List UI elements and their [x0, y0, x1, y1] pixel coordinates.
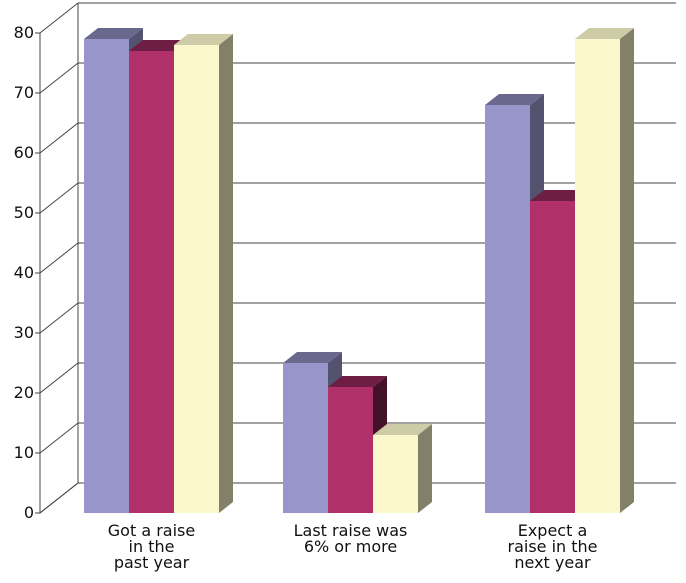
bars-layer: [84, 28, 634, 513]
x-tick-label-line: raise in the: [507, 537, 597, 556]
gridline-diagonal: [39, 302, 79, 334]
y-tick-label: 30: [14, 323, 34, 342]
x-tick-label: Expect a raise in the next year: [507, 521, 597, 572]
bar-top-0-1: [129, 40, 188, 51]
gridline-diagonal: [39, 422, 79, 454]
x-tick-label-line: 6% or more: [304, 537, 397, 556]
x-tick-label-line: Got a raise: [108, 521, 195, 540]
x-tick-label-line: Expect a: [518, 521, 588, 540]
y-tick-label: 80: [14, 23, 34, 42]
bar-side-2-2: [620, 28, 634, 513]
bar-side-1-2: [418, 424, 432, 513]
bar-2-2: [575, 39, 620, 513]
bar-side-0-2: [219, 34, 233, 513]
y-tick-label: 50: [14, 203, 34, 222]
y-tick-label: 60: [14, 143, 34, 162]
y-tick-label: 0: [24, 503, 34, 522]
gridline-diagonal: [39, 122, 79, 154]
labels-layer: 0 10 20 30 40 50 60 70 80 Got a raise in the past y…: [14, 23, 598, 572]
gridline-diagonal: [39, 62, 79, 94]
x-tick-label: Last raise was 6% or more: [294, 521, 408, 556]
y-tick-label: 10: [14, 443, 34, 462]
y-tick-label: 40: [14, 263, 34, 282]
x-tick-label-line: past year: [114, 553, 190, 572]
bar-1-0: [283, 363, 328, 513]
bar-2-1: [530, 201, 575, 513]
floor-edge-left: [39, 482, 79, 514]
bar-top-1-0: [283, 352, 342, 363]
bar-2-0: [485, 105, 530, 513]
bar-top-1-2: [373, 424, 432, 435]
bar-top-0-2: [174, 34, 233, 45]
bar-top-1-1: [328, 376, 387, 387]
y-tick-label: 70: [14, 83, 34, 102]
gridline-diagonal: [39, 362, 79, 394]
x-tick-label: Got a raise in the past year: [108, 521, 195, 572]
x-tick-label-line: next year: [514, 553, 591, 572]
bar-top-2-0: [485, 94, 544, 105]
x-tick-label-line: Last raise was: [294, 521, 408, 540]
x-tick-label-line: in the: [129, 537, 175, 556]
bar-top-2-1: [530, 190, 589, 201]
bar-0-1: [129, 51, 174, 513]
y-tick-label: 20: [14, 383, 34, 402]
bar-1-2: [373, 435, 418, 513]
gridline-diagonal: [39, 242, 79, 274]
bar-0-2: [174, 45, 219, 513]
gridline-diagonal: [39, 182, 79, 214]
bar-1-1: [328, 387, 373, 513]
gridline-diagonal: [39, 2, 79, 34]
bar-0-0: [84, 39, 129, 513]
bar-top-0-0: [84, 28, 143, 39]
bar-top-2-2: [575, 28, 634, 39]
